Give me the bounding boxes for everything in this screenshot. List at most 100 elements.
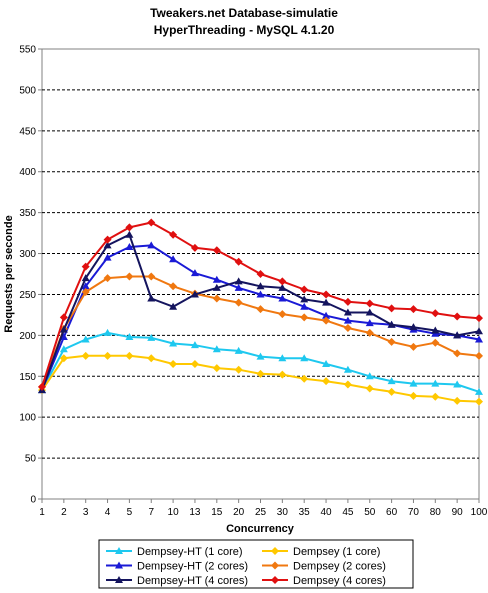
data-point: [125, 230, 134, 238]
data-point: [81, 282, 90, 290]
data-point: [278, 294, 287, 302]
x-tick-label: 25: [255, 507, 267, 518]
data-point: [59, 313, 68, 322]
data-point: [300, 354, 309, 362]
data-point: [125, 272, 134, 281]
data-point: [125, 333, 134, 340]
legend-marker: [115, 576, 123, 583]
data-point: [475, 387, 483, 395]
chart-subtitle: HyperThreading - MySQL 4.1.20: [154, 23, 335, 37]
data-point: [475, 314, 483, 323]
x-tick-label: 40: [320, 507, 332, 518]
y-tick-label: 0: [30, 495, 36, 506]
legend-item: Dempsey-HT (1 core): [106, 546, 243, 558]
data-point: [278, 277, 287, 286]
y-tick-label: 200: [19, 331, 36, 342]
y-tick-label: 550: [19, 45, 36, 56]
data-point: [365, 372, 374, 380]
data-point: [212, 246, 221, 255]
data-point: [431, 379, 440, 387]
data-point: [343, 316, 352, 324]
data-point: [81, 274, 90, 282]
y-tick-label: 50: [25, 454, 37, 465]
data-point: [431, 338, 440, 347]
x-tick-label: 3: [83, 507, 89, 518]
data-point: [322, 316, 331, 325]
data-point: [81, 335, 90, 343]
series-0: [38, 328, 483, 395]
data-point: [190, 269, 199, 277]
x-tick-label: 5: [127, 507, 133, 518]
data-point: [147, 333, 156, 341]
data-point: [278, 283, 287, 291]
legend-item: Dempsey-HT (4 cores): [106, 575, 248, 587]
data-point: [169, 339, 178, 347]
x-axis-title: Concurrency: [226, 523, 295, 535]
data-point: [234, 298, 243, 307]
x-tick-label: 45: [342, 507, 354, 518]
series-1: [38, 351, 483, 406]
data-point: [453, 380, 462, 388]
data-point: [234, 365, 243, 374]
data-point: [125, 243, 134, 250]
data-point: [169, 282, 178, 291]
data-point: [103, 253, 112, 261]
data-point: [431, 392, 440, 401]
data-point: [38, 382, 46, 391]
data-point: [278, 310, 287, 319]
x-tick-label: 100: [471, 507, 488, 518]
data-point: [343, 365, 352, 373]
legend-box: [98, 539, 414, 589]
data-point: [256, 369, 265, 378]
data-point: [453, 312, 462, 321]
data-point: [365, 299, 374, 308]
data-point: [81, 262, 90, 271]
x-tick-label: 50: [364, 507, 376, 518]
data-point: [431, 326, 440, 334]
data-point: [387, 377, 396, 385]
x-tick-label: 2: [61, 507, 67, 518]
legend-label: Dempsey (4 cores): [293, 575, 386, 587]
data-point: [81, 288, 90, 296]
data-point: [256, 290, 265, 298]
data-point: [409, 305, 418, 314]
x-tick-label: 80: [430, 507, 442, 518]
data-point: [190, 290, 199, 298]
legend-label: Dempsey-HT (4 cores): [137, 575, 248, 587]
data-point: [103, 235, 112, 244]
data-point: [387, 337, 396, 346]
data-point: [190, 360, 199, 368]
data-point: [256, 305, 265, 314]
data-point: [234, 346, 243, 354]
data-point: [300, 302, 309, 310]
data-point: [475, 327, 483, 335]
legend: Dempsey-HT (1 core) Dempsey (1 core) Demps…: [106, 546, 386, 587]
x-tick-label: 4: [105, 507, 111, 518]
data-point: [409, 323, 418, 331]
legend-marker: [271, 547, 279, 555]
data-point: [212, 294, 221, 303]
y-tick-label: 150: [19, 372, 36, 383]
data-point: [431, 309, 440, 318]
data-point: [103, 328, 112, 336]
x-tick-label: 30: [277, 507, 289, 518]
data-point: [322, 377, 331, 386]
data-point: [81, 351, 90, 360]
data-point: [300, 295, 309, 303]
legend-label: Dempsey (2 cores): [293, 561, 386, 573]
data-point: [365, 328, 374, 337]
legend-item: Dempsey (1 core): [262, 546, 380, 558]
y-tick-label: 300: [19, 249, 36, 260]
data-point: [103, 274, 112, 283]
data-point: [256, 352, 265, 360]
data-point: [125, 223, 134, 232]
data-point: [322, 360, 331, 367]
data-point: [169, 255, 178, 263]
x-tick-label: 10: [168, 507, 180, 518]
legend-marker: [115, 561, 123, 569]
data-point: [234, 257, 243, 266]
data-point: [365, 384, 374, 393]
data-point: [365, 308, 374, 316]
x-tick-label: 70: [408, 507, 420, 518]
